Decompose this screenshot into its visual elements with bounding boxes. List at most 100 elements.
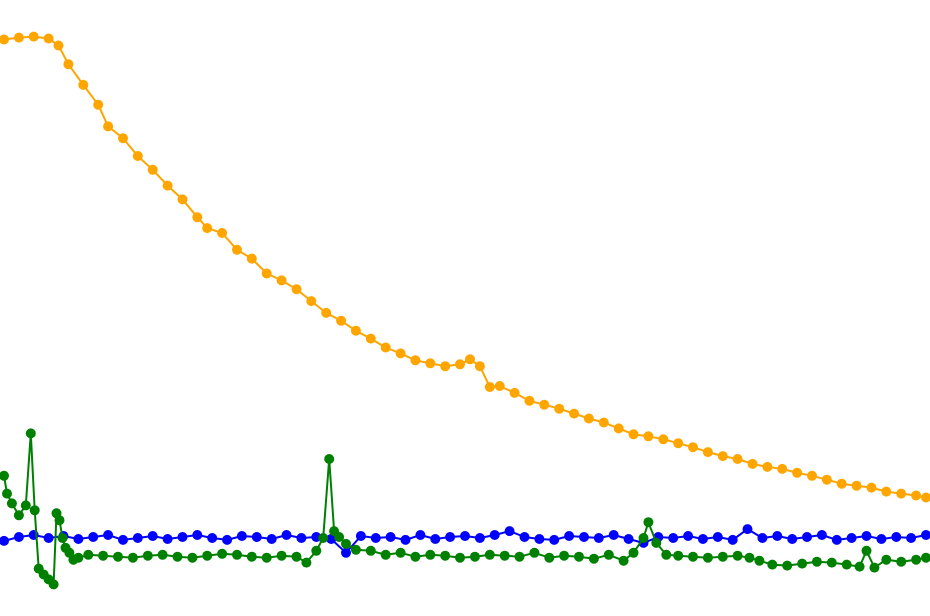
series-0-point bbox=[202, 223, 213, 234]
series-0-point bbox=[147, 164, 158, 175]
series-0-point bbox=[583, 413, 594, 424]
series-2-point bbox=[673, 550, 684, 561]
series-0-point bbox=[276, 275, 287, 286]
series-2-point bbox=[2, 488, 12, 499]
series-1-point bbox=[519, 532, 530, 542]
series-2-point bbox=[301, 557, 312, 568]
series-0-point bbox=[628, 429, 639, 440]
series-2-point bbox=[13, 510, 24, 521]
series-2-point bbox=[6, 498, 17, 509]
series-1-point bbox=[906, 533, 917, 543]
series-0-point bbox=[13, 32, 24, 43]
series-1-point bbox=[891, 532, 902, 542]
series-2-point bbox=[767, 559, 778, 570]
series-2-point bbox=[881, 554, 892, 565]
series-2-point bbox=[334, 532, 345, 542]
series-2-point bbox=[455, 552, 465, 563]
series-0-point bbox=[851, 480, 862, 491]
series-2-point bbox=[20, 500, 31, 511]
series-0-point bbox=[702, 447, 713, 458]
series-0-point bbox=[911, 490, 922, 501]
series-0-point bbox=[261, 268, 272, 279]
series-0-point bbox=[747, 458, 758, 469]
series-0-point bbox=[177, 194, 188, 205]
series-1-point bbox=[876, 534, 887, 544]
series-2-point bbox=[83, 549, 94, 560]
series-0-point bbox=[524, 395, 535, 406]
series-0-point bbox=[63, 59, 74, 70]
series-1-point bbox=[355, 531, 366, 541]
series-1-point bbox=[549, 534, 560, 545]
series-0-line bbox=[3, 35, 927, 499]
series-1-point bbox=[326, 534, 337, 544]
series-2-point bbox=[754, 555, 765, 566]
series-2-point bbox=[365, 545, 376, 556]
series-0-point bbox=[365, 333, 376, 344]
series-1-point bbox=[162, 534, 173, 544]
series-0-point bbox=[866, 482, 877, 493]
series-1-point bbox=[281, 530, 292, 540]
series-1-point bbox=[177, 532, 188, 542]
series-1-point bbox=[534, 534, 545, 544]
series-0-point bbox=[554, 403, 565, 414]
series-0-point bbox=[78, 79, 89, 90]
series-2-point bbox=[25, 428, 36, 439]
series-2-point bbox=[172, 551, 183, 562]
series-2-point bbox=[113, 551, 123, 562]
series-2-point bbox=[440, 550, 451, 561]
series-0-point bbox=[395, 348, 406, 359]
series-0-point bbox=[688, 442, 698, 453]
series-0-point bbox=[673, 438, 684, 449]
series-2-point bbox=[717, 551, 728, 562]
series-2-point bbox=[217, 548, 228, 559]
series-0-point bbox=[836, 478, 847, 489]
series-0-point bbox=[53, 40, 64, 51]
series-0-point bbox=[118, 133, 128, 144]
series-2-point bbox=[559, 550, 570, 561]
series-2-point bbox=[246, 551, 257, 562]
series-2-point bbox=[841, 559, 852, 570]
series-1-point bbox=[489, 530, 500, 540]
series-2-point bbox=[484, 549, 495, 560]
series-2-point bbox=[514, 551, 525, 562]
series-1-point bbox=[13, 532, 24, 542]
series-1-point bbox=[43, 533, 54, 543]
series-0-point bbox=[539, 399, 550, 410]
series-2-point bbox=[395, 547, 406, 558]
series-2-point bbox=[574, 551, 584, 562]
series-2-point bbox=[618, 555, 629, 566]
series-0-point bbox=[246, 253, 257, 264]
series-2-point bbox=[911, 554, 922, 565]
series-1-point bbox=[861, 531, 872, 541]
series-2-point bbox=[643, 517, 654, 528]
series-1-point bbox=[742, 524, 753, 535]
series-1-point bbox=[192, 530, 203, 540]
series-1-point bbox=[579, 532, 589, 542]
series-0-point bbox=[484, 382, 495, 392]
series-2-point bbox=[628, 547, 639, 558]
series-0-point bbox=[350, 325, 361, 336]
series-1-point bbox=[118, 534, 128, 545]
series-2-point bbox=[341, 538, 351, 549]
series-0-point bbox=[613, 423, 624, 434]
series-2-point bbox=[57, 533, 68, 543]
series-0-point bbox=[93, 99, 104, 110]
series-2-point bbox=[48, 579, 59, 590]
series-2-point bbox=[896, 556, 907, 567]
series-2-point bbox=[469, 551, 480, 562]
series-0-point bbox=[28, 31, 39, 42]
series-1-point bbox=[251, 532, 262, 542]
series-1-point bbox=[757, 533, 768, 543]
series-1-point bbox=[564, 531, 575, 541]
series-1-point bbox=[147, 531, 158, 541]
series-0-point bbox=[43, 33, 54, 44]
series-1-point bbox=[846, 533, 857, 543]
series-1-point bbox=[593, 533, 604, 543]
series-2-point bbox=[702, 552, 713, 563]
series-2-point bbox=[588, 553, 599, 564]
series-2-point bbox=[276, 550, 287, 561]
series-0-point bbox=[598, 417, 609, 428]
series-0 bbox=[0, 31, 930, 503]
